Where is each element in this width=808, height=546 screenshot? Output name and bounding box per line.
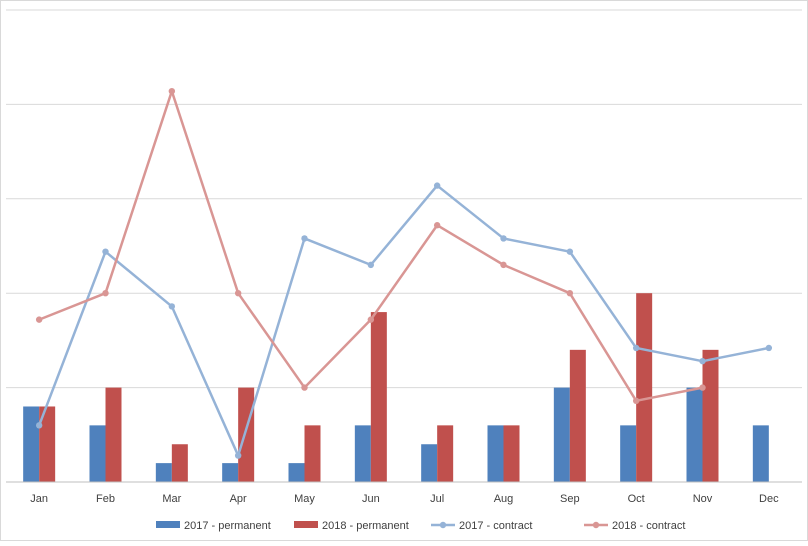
x-axis: Jan Feb Mar Apr May Jun Jul Aug Sep Oct Nov Dec <box>6 481 802 505</box>
bar <box>89 425 106 482</box>
x-tick-label: Jan <box>30 493 48 505</box>
data-point <box>102 290 109 297</box>
data-point <box>367 316 375 323</box>
data-point <box>234 290 242 297</box>
data-point <box>433 222 441 229</box>
data-point <box>632 397 640 405</box>
x-tick-label: Mar <box>162 493 181 505</box>
legend-marker <box>592 521 600 529</box>
bar <box>155 463 172 482</box>
bar <box>569 349 586 482</box>
bar <box>222 463 239 482</box>
lines <box>35 87 773 459</box>
bar <box>503 425 520 482</box>
bar <box>636 293 653 482</box>
bar <box>370 312 387 482</box>
bar <box>171 444 188 482</box>
data-point <box>35 422 43 429</box>
data-point <box>500 261 507 269</box>
series-line <box>37 184 770 457</box>
data-point <box>367 261 375 269</box>
data-point <box>168 87 176 95</box>
x-tick-label: Jul <box>430 493 444 505</box>
legend-swatch <box>156 521 180 528</box>
data-point <box>632 344 640 352</box>
bar <box>23 406 40 482</box>
bar <box>354 425 371 482</box>
x-tick-label: Sep <box>560 493 580 505</box>
bar <box>620 425 637 482</box>
x-tick-label: Jun <box>362 493 380 505</box>
bar <box>686 387 703 482</box>
data-point <box>433 182 441 189</box>
data-point <box>168 303 176 310</box>
bar <box>702 349 719 482</box>
gridlines <box>6 9 802 389</box>
data-point <box>699 384 706 391</box>
legend-label: 2017 - contract <box>459 520 532 532</box>
bar <box>304 425 321 482</box>
x-tick-label: May <box>294 493 315 505</box>
bar <box>238 387 255 482</box>
data-point <box>765 344 773 352</box>
data-point <box>699 357 706 365</box>
data-point <box>301 235 308 242</box>
bar <box>288 463 305 482</box>
x-tick-label: Dec <box>759 493 779 505</box>
x-tick-label: Oct <box>628 493 645 505</box>
bar <box>105 387 122 482</box>
data-point <box>234 452 242 459</box>
bar <box>437 425 454 482</box>
legend-marker <box>439 521 447 529</box>
bar <box>487 425 504 482</box>
x-tick-label: Nov <box>693 493 713 505</box>
legend-label: 2018 - contract <box>612 520 685 532</box>
bars <box>23 293 769 482</box>
data-point <box>566 290 574 297</box>
data-point <box>566 248 574 255</box>
data-point <box>301 384 308 391</box>
bar <box>752 425 769 482</box>
legend: 2017 - permanent 2018 - permanent 2017 - c… <box>156 520 685 532</box>
x-tick-label: Feb <box>96 493 115 505</box>
bar <box>421 444 438 482</box>
data-point <box>102 248 109 255</box>
bar <box>553 387 570 482</box>
x-tick-label: Aug <box>494 493 514 505</box>
data-point <box>500 235 507 242</box>
legend-label: 2017 - permanent <box>184 520 271 532</box>
x-tick-label: Apr <box>230 493 247 505</box>
bar <box>39 406 56 482</box>
legend-label: 2018 - permanent <box>322 520 409 532</box>
legend-swatch <box>294 521 318 528</box>
data-point <box>35 316 43 323</box>
